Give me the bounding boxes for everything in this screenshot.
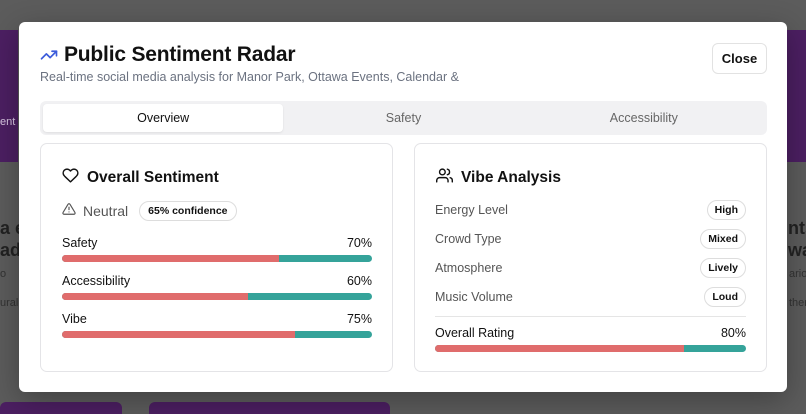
background-banner-left xyxy=(0,30,18,162)
vibe-analysis-card: Vibe Analysis Energy Level High Crowd Ty… xyxy=(414,143,767,372)
tab-accessibility[interactable]: Accessibility xyxy=(609,111,678,125)
tab-bar: Overview Safety Accessibility xyxy=(40,101,767,135)
background-banner-right xyxy=(787,30,806,162)
background-text: o xyxy=(0,268,7,280)
heart-icon xyxy=(62,167,79,189)
sentiment-status: Neutral 65% confidence xyxy=(62,201,237,221)
vibe-row-music: Music Volume Loud xyxy=(435,287,746,307)
modal-header: Public Sentiment Radar Real-time social … xyxy=(40,43,767,84)
vibe-row-crowd: Crowd Type Mixed xyxy=(435,229,746,249)
overall-sentiment-card: Overall Sentiment Neutral 65% confidence… xyxy=(40,143,393,372)
metric-safety: Safety 70% xyxy=(62,236,372,262)
vibe-badge: High xyxy=(706,200,746,220)
metric-label: Accessibility xyxy=(62,274,131,288)
background-card-bottom-center xyxy=(149,402,390,414)
sentiment-modal: Public Sentiment Radar Real-time social … xyxy=(19,22,787,392)
background-text: ural xyxy=(0,297,19,309)
modal-subtitle: Real-time social media analysis for Mano… xyxy=(40,70,459,84)
metric-value: 60% xyxy=(346,274,372,288)
vibe-badge: Loud xyxy=(704,287,746,307)
progress-bar xyxy=(62,293,372,300)
vibe-label: Energy Level xyxy=(435,203,508,217)
background-text: wa xyxy=(788,240,806,260)
metric-label: Vibe xyxy=(62,312,87,326)
progress-bar xyxy=(62,331,372,338)
card-title: Vibe Analysis xyxy=(436,167,561,189)
overall-rating-value: 80% xyxy=(720,326,746,340)
divider xyxy=(435,316,746,317)
vibe-label: Atmosphere xyxy=(435,261,503,275)
background-text: a e xyxy=(0,218,26,238)
tab-overview[interactable]: Overview xyxy=(43,104,284,132)
progress-bar-fill xyxy=(435,345,684,352)
sentiment-status-label: Neutral xyxy=(83,203,129,219)
progress-bar-fill xyxy=(62,293,248,300)
confidence-badge: 65% confidence xyxy=(139,201,237,221)
background-text: nts xyxy=(788,218,806,238)
overall-rating: Overall Rating 80% xyxy=(435,326,746,352)
vibe-badge: Lively xyxy=(700,258,746,278)
vibe-label: Music Volume xyxy=(435,290,513,304)
metric-value: 75% xyxy=(346,312,372,326)
modal-title: Public Sentiment Radar xyxy=(64,43,296,66)
tab-safety[interactable]: Safety xyxy=(385,111,422,125)
card-title: Overall Sentiment xyxy=(62,167,219,189)
vibe-label: Crowd Type xyxy=(435,232,502,246)
metric-label: Safety xyxy=(62,236,98,250)
overall-rating-label: Overall Rating xyxy=(435,326,515,340)
metric-vibe: Vibe 75% xyxy=(62,312,372,338)
progress-bar xyxy=(62,255,372,262)
vibe-row-energy: Energy Level High xyxy=(435,200,746,220)
vibe-badge: Mixed xyxy=(700,229,746,249)
progress-bar-fill xyxy=(62,331,295,338)
background-text: ad xyxy=(0,240,22,260)
vibe-row-atmosphere: Atmosphere Lively xyxy=(435,258,746,278)
background-text: ent xyxy=(0,116,16,128)
users-icon xyxy=(436,167,454,189)
background-text: ther xyxy=(789,297,806,309)
metric-accessibility: Accessibility 60% xyxy=(62,274,372,300)
sentiment-title: Overall Sentiment xyxy=(87,169,219,186)
background-text: ario xyxy=(789,268,806,280)
metric-value: 70% xyxy=(346,236,372,250)
vibe-title: Vibe Analysis xyxy=(461,169,561,186)
close-button[interactable]: Close xyxy=(712,43,767,74)
progress-bar-fill xyxy=(62,255,279,262)
warning-icon xyxy=(62,202,76,221)
trending-up-icon xyxy=(40,46,58,64)
background-card-bottom-left xyxy=(0,402,122,414)
progress-bar xyxy=(435,345,746,352)
